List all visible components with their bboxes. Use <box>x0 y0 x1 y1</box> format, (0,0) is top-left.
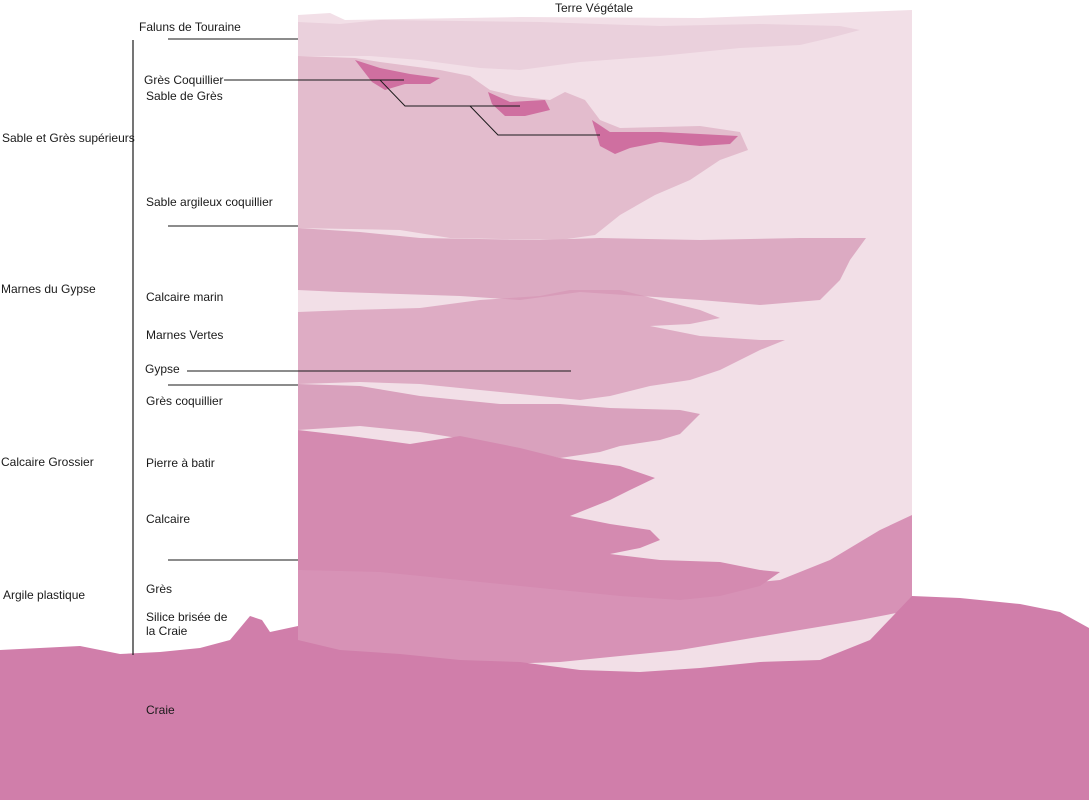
group-calcaire-grossier-label: Calcaire Grossier <box>1 455 94 469</box>
sable-de-gres-layer <box>298 56 748 240</box>
calcaire-grossier-layer <box>298 430 780 600</box>
craie-layer <box>0 596 1089 800</box>
terre-vegetale-label: Terre Végétale <box>555 1 634 15</box>
argile-plastique-layer <box>298 515 912 664</box>
faluns-layer <box>298 20 860 70</box>
gres-label: Grès <box>146 582 173 596</box>
gres-coquillier-bed-1 <box>355 60 440 90</box>
gypse-layer <box>298 384 700 458</box>
silice-label: Silice brisée de la Craie <box>146 610 228 638</box>
craie-label: Craie <box>146 703 175 717</box>
faluns-label: Faluns de Touraine <box>139 20 241 34</box>
gres-coquillier-top-label: Grès Coquillier <box>144 73 224 87</box>
sable-argileux-label: Sable argileux coquillier <box>146 195 273 209</box>
gres-coquillier-bed-2 <box>488 92 550 116</box>
sable-argileux-layer <box>298 228 866 305</box>
gres-coquillier-branch-1 <box>379 79 520 107</box>
marnes-vertes-label: Marnes Vertes <box>146 328 224 342</box>
pierre-a-batir-label: Pierre à batir <box>146 456 215 470</box>
gres-coquillier-branch-2 <box>469 105 600 136</box>
group-marnes-gypse-label: Marnes du Gypse <box>1 282 96 296</box>
gres-coquillier-label: Grès coquillier <box>146 394 223 408</box>
calcaire-label: Calcaire <box>146 512 191 526</box>
sable-de-gres-label: Sable de Grès <box>146 89 223 103</box>
gypse-label: Gypse <box>145 362 180 376</box>
gres-coquillier-bed-3 <box>592 120 738 154</box>
group-sable-gres-label: Sable et Grès supérieurs <box>2 131 135 145</box>
marnes-vertes-layer <box>298 290 785 400</box>
group-argile-plastique-label: Argile plastique <box>3 588 86 602</box>
calcaire-marin-label: Calcaire marin <box>146 290 224 304</box>
